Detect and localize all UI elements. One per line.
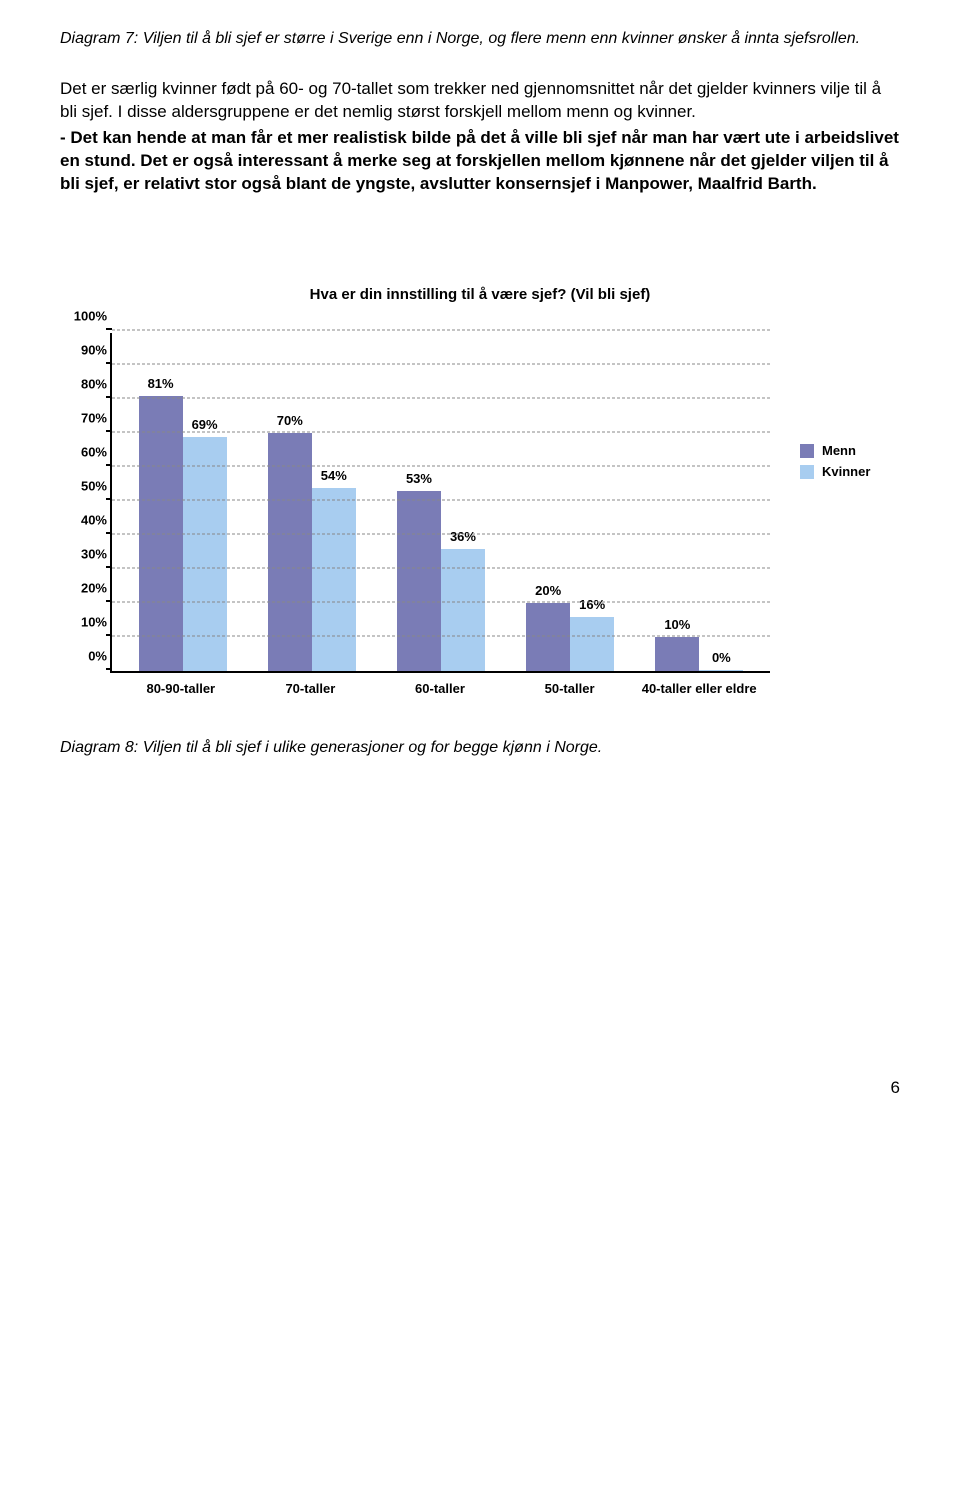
x-tick-label: 40-taller eller eldre — [634, 681, 764, 697]
bar-group: 53%36% — [397, 491, 485, 671]
grid-line — [112, 398, 770, 399]
bar-value-label: 10% — [655, 617, 699, 632]
bar-value-label: 36% — [441, 529, 485, 544]
bar-value-label: 53% — [397, 471, 441, 486]
legend-label: Kvinner — [822, 464, 870, 479]
plot-area: 81%69%70%54%53%36%20%16%10%0% 0%10%20%30… — [110, 333, 770, 673]
y-tick-label: 90% — [57, 343, 107, 358]
bar: 53% — [397, 491, 441, 671]
y-tick-label: 20% — [57, 581, 107, 596]
legend-label: Menn — [822, 443, 856, 458]
page-number: 6 — [60, 1078, 900, 1098]
diagram-7-caption: Diagram 7: Viljen til å bli sjef er stør… — [60, 28, 900, 50]
legend-item: Kvinner — [800, 464, 900, 479]
legend-swatch — [800, 444, 814, 458]
y-tick-label: 100% — [57, 309, 107, 324]
x-tick-label: 80-90-taller — [116, 681, 246, 697]
y-tick-label: 70% — [57, 411, 107, 426]
y-tick-label: 0% — [57, 649, 107, 664]
y-tick-label: 10% — [57, 615, 107, 630]
bar: 20% — [526, 603, 570, 671]
diagram-8-caption: Diagram 8: Viljen til å bli sjef i ulike… — [60, 737, 900, 759]
chart-legend: Menn Kvinner — [770, 333, 900, 485]
bar: 0% — [699, 670, 743, 671]
bar-value-label: 70% — [268, 413, 312, 428]
x-axis-labels: 80-90-taller70-taller60-taller50-taller4… — [110, 673, 770, 697]
x-tick-label: 60-taller — [375, 681, 505, 697]
paragraph-1: Det er særlig kvinner født på 60- og 70-… — [60, 78, 900, 124]
bar: 16% — [570, 617, 614, 671]
bar-value-label: 0% — [699, 650, 743, 665]
bar-group: 10%0% — [655, 637, 743, 671]
grid-line — [112, 568, 770, 569]
chart-body: 81%69%70%54%53%36%20%16%10%0% 0%10%20%30… — [60, 333, 900, 697]
grid-line — [112, 432, 770, 433]
x-tick-label: 70-taller — [246, 681, 376, 697]
bar-value-label: 69% — [183, 417, 227, 432]
grid-line — [112, 330, 770, 331]
grid-line — [112, 466, 770, 467]
grid-line — [112, 364, 770, 365]
grid-line — [112, 602, 770, 603]
bar-value-label: 81% — [139, 376, 183, 391]
x-tick-label: 50-taller — [505, 681, 635, 697]
bar: 54% — [312, 488, 356, 672]
bar-value-label: 16% — [570, 597, 614, 612]
y-tick-label: 40% — [57, 513, 107, 528]
legend-swatch — [800, 465, 814, 479]
bars-area: 81%69%70%54%53%36%20%16%10%0% — [112, 333, 770, 671]
legend-item: Menn — [800, 443, 900, 458]
grid-line — [112, 500, 770, 501]
plot-column: 81%69%70%54%53%36%20%16%10%0% 0%10%20%30… — [60, 333, 770, 697]
y-tick-label: 50% — [57, 479, 107, 494]
y-tick-label: 80% — [57, 377, 107, 392]
chart-title: Hva er din innstilling til å være sjef? … — [60, 286, 900, 303]
bar-value-label: 54% — [312, 468, 356, 483]
paragraph-2: - Det kan hende at man får et mer realis… — [60, 127, 900, 196]
grid-line — [112, 636, 770, 637]
chart-container: Hva er din innstilling til å være sjef? … — [60, 286, 900, 697]
bar: 10% — [655, 637, 699, 671]
bar-value-label: 20% — [526, 583, 570, 598]
y-tick-label: 60% — [57, 445, 107, 460]
bar-group: 20%16% — [526, 603, 614, 671]
grid-line — [112, 534, 770, 535]
y-tick-label: 30% — [57, 547, 107, 562]
y-tick-mark — [106, 668, 112, 670]
